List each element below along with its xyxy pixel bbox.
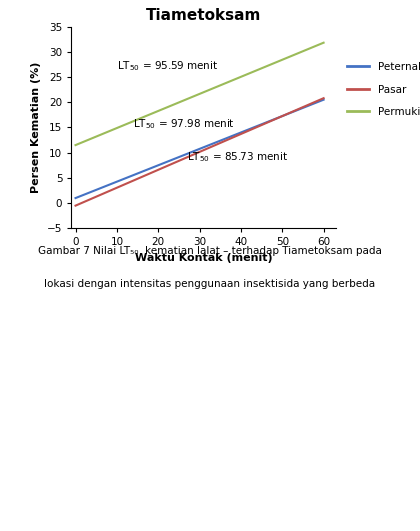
Text: lokasi dengan intensitas penggunaan insektisida yang berbeda: lokasi dengan intensitas penggunaan inse… — [45, 279, 375, 289]
Text: LT$_{50}$ = 85.73 menit: LT$_{50}$ = 85.73 menit — [187, 150, 288, 164]
Text: Gambar 7 Nilai LT₅₀  kematian lalat – terhadap Tiametoksam pada: Gambar 7 Nilai LT₅₀ kematian lalat – ter… — [38, 246, 382, 255]
Text: LT$_{50}$ = 97.98 menit: LT$_{50}$ = 97.98 menit — [134, 117, 235, 131]
Legend: Peternakan, Pasar, Permukiman: Peternakan, Pasar, Permukiman — [346, 62, 420, 117]
Title: Tiametoksam: Tiametoksam — [146, 7, 261, 23]
Text: LT$_{50}$ = 95.59 menit: LT$_{50}$ = 95.59 menit — [117, 59, 218, 73]
Y-axis label: Persen Kematian (%): Persen Kematian (%) — [32, 62, 42, 193]
X-axis label: Waktu Kontak (menit): Waktu Kontak (menit) — [135, 253, 273, 263]
